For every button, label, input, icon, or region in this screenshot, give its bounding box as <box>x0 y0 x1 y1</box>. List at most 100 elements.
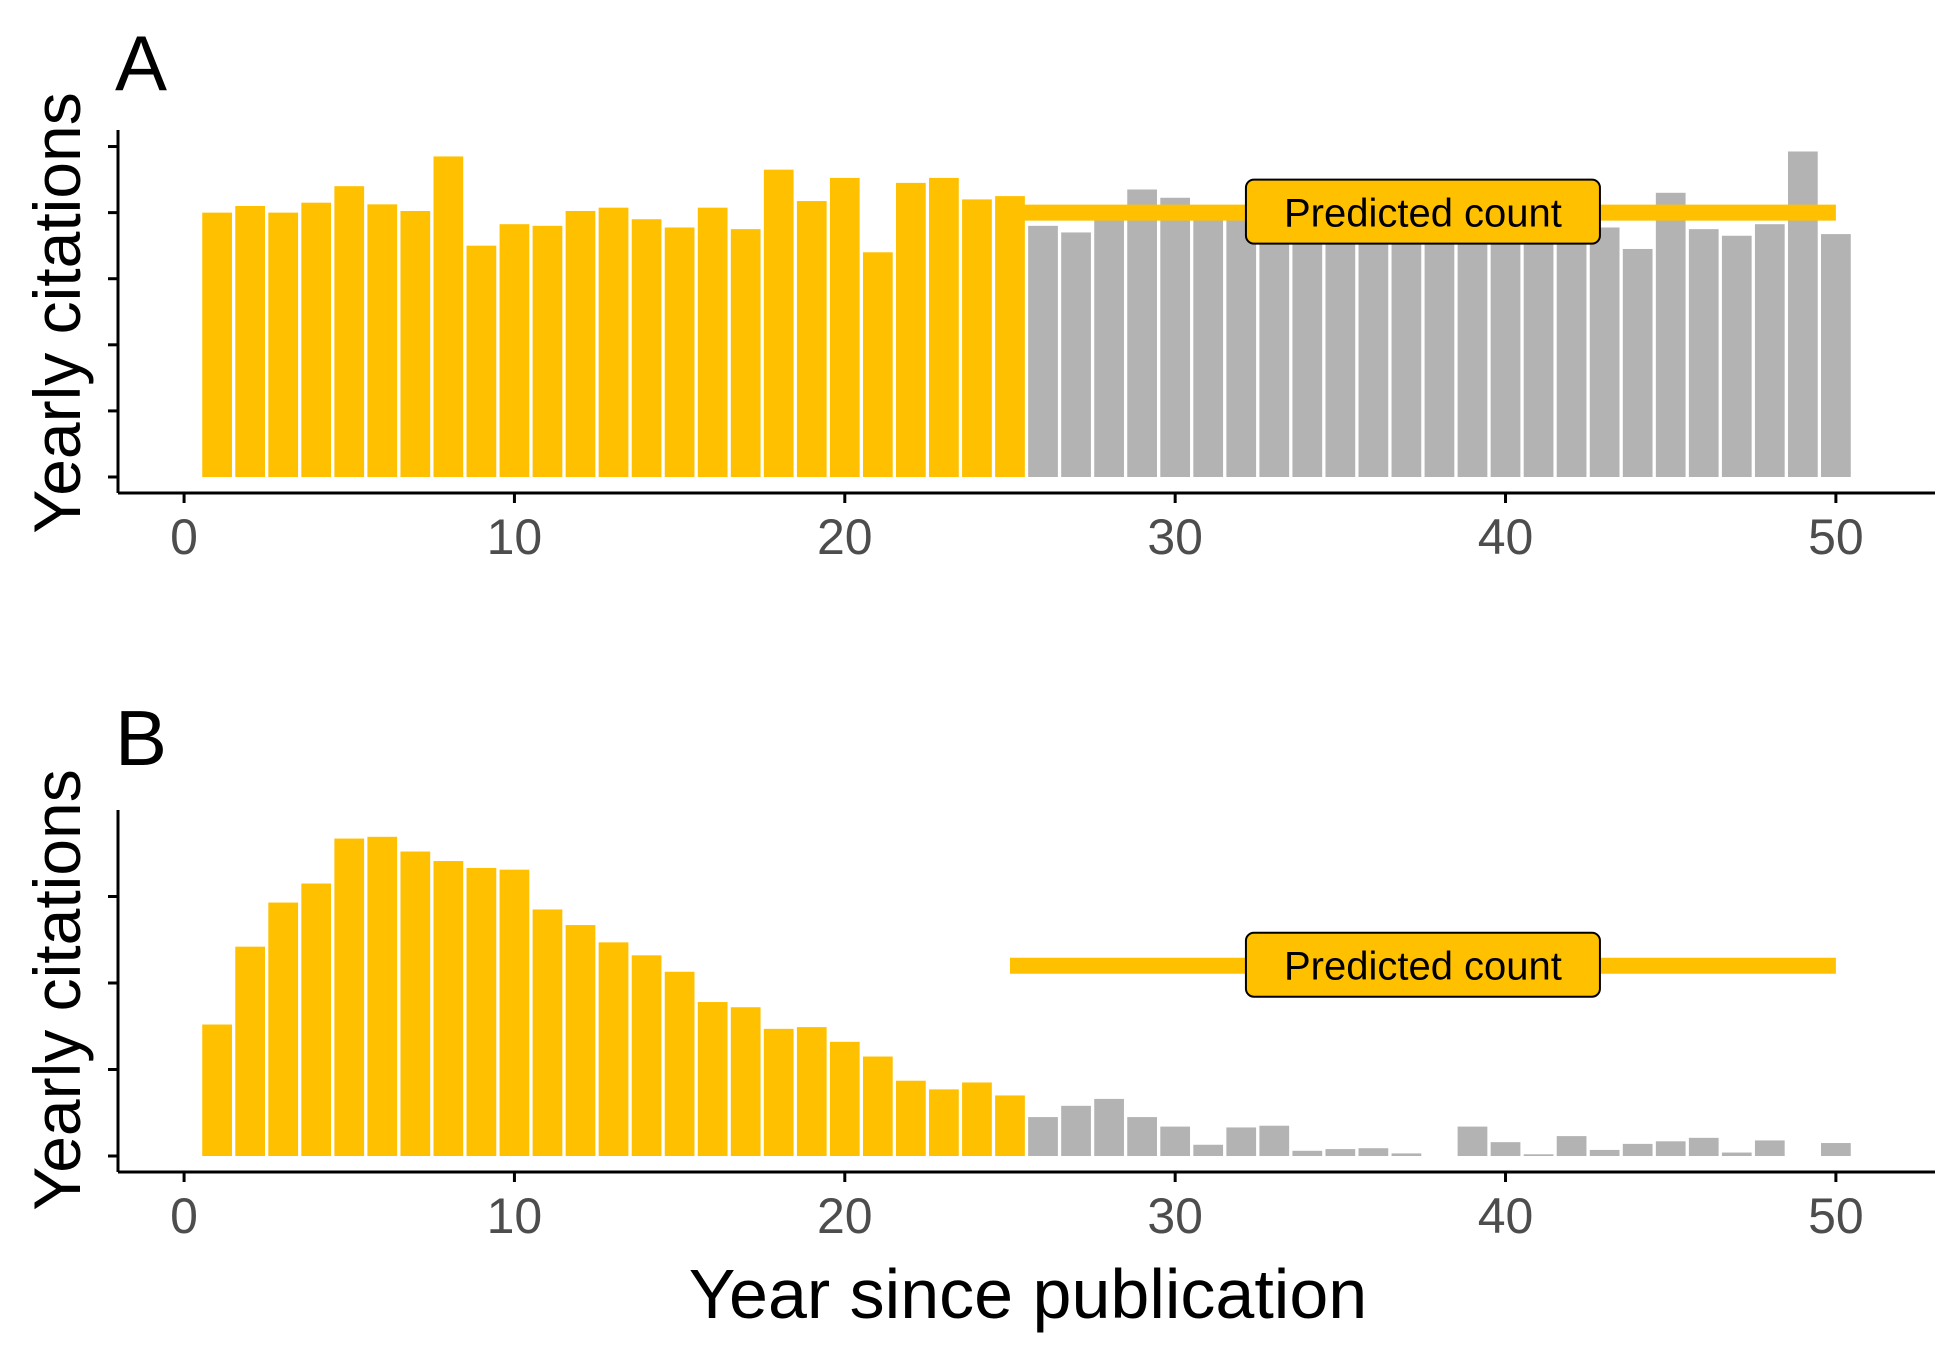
predicted-count-label-box-b <box>1244 931 1601 998</box>
bar-a-year-46 <box>1688 229 1719 477</box>
bar-a-year-13 <box>598 207 629 477</box>
x-tick-label-b-50: 50 <box>1808 1188 1864 1244</box>
bar-b-year-28 <box>1094 1098 1124 1156</box>
bar-b-year-3 <box>268 902 299 1156</box>
bar-a-year-41 <box>1523 225 1554 477</box>
bar-a-year-5 <box>334 186 365 477</box>
x-tick-label-a-10: 10 <box>487 509 543 565</box>
x-tick-label-a-0: 0 <box>170 509 198 565</box>
bar-b-year-19 <box>796 1027 827 1156</box>
bar-b-year-4 <box>301 883 332 1156</box>
bar-b-year-11 <box>532 909 563 1156</box>
bar-b-year-20 <box>829 1041 860 1156</box>
panel-label-b: B <box>115 694 167 782</box>
bar-a-year-48 <box>1754 224 1785 477</box>
bar-a-year-49 <box>1787 151 1818 478</box>
bar-a-year-30 <box>1160 197 1191 477</box>
bar-b-year-17 <box>730 1007 761 1156</box>
bar-a-year-1 <box>202 212 232 477</box>
bar-b-year-33 <box>1259 1125 1290 1156</box>
bar-a-year-25 <box>995 196 1025 477</box>
x-tick-label-a-50: 50 <box>1808 509 1864 565</box>
bar-b-year-13 <box>598 942 629 1156</box>
bar-b-year-30 <box>1160 1126 1191 1156</box>
bar-a-year-12 <box>565 210 596 477</box>
bar-b-year-47 <box>1721 1152 1752 1156</box>
bar-a-year-44 <box>1622 248 1653 477</box>
bar-a-year-50 <box>1821 234 1851 477</box>
bar-b-year-12 <box>565 925 596 1156</box>
bar-b-year-34 <box>1292 1150 1323 1156</box>
bar-a-year-28 <box>1094 215 1124 478</box>
bar-b-year-32 <box>1226 1127 1257 1156</box>
bar-b-year-44 <box>1622 1143 1653 1156</box>
bar-a-year-45 <box>1655 192 1686 478</box>
bars-b <box>202 836 1851 1156</box>
bar-b-year-8 <box>433 861 464 1156</box>
axes-a: 0 10 20 30 40 50 <box>108 130 1935 565</box>
bar-b-year-10 <box>499 869 530 1156</box>
bar-a-year-17 <box>730 229 761 477</box>
bar-a-year-33 <box>1259 225 1290 477</box>
bar-b-year-9 <box>466 867 497 1156</box>
bar-b-year-29 <box>1127 1117 1157 1156</box>
y-axis-label-a: Yearly citations <box>20 92 94 533</box>
bar-b-year-26 <box>1028 1117 1058 1156</box>
predicted-count-label-a: Predicted count <box>1284 192 1562 236</box>
bar-a-year-22 <box>896 182 926 477</box>
bar-a-year-32 <box>1226 219 1257 478</box>
bar-b-year-6 <box>367 836 398 1156</box>
axes-b: 0 10 20 30 40 50 <box>108 810 1935 1244</box>
x-tick-label-b-20: 20 <box>817 1188 873 1244</box>
bar-a-year-8 <box>433 156 464 477</box>
x-tick-label-a-20: 20 <box>817 509 873 565</box>
bar-a-year-9 <box>466 245 497 477</box>
bar-b-year-46 <box>1688 1137 1719 1156</box>
bar-a-year-37 <box>1391 232 1422 477</box>
bar-a-year-18 <box>763 169 794 477</box>
bar-b-year-1 <box>202 1024 232 1156</box>
y-axis-label-b: Yearly citations <box>20 769 94 1210</box>
bar-b-year-23 <box>929 1089 959 1156</box>
predicted-count-label-box-a <box>1244 178 1601 245</box>
bar-b-year-2 <box>235 946 266 1156</box>
bar-b-year-37 <box>1391 1153 1422 1156</box>
bar-a-year-38 <box>1424 212 1455 477</box>
bar-a-year-16 <box>697 207 728 477</box>
bar-b-year-5 <box>334 838 365 1156</box>
bar-b-year-25 <box>995 1095 1025 1156</box>
bar-b-year-48 <box>1754 1140 1785 1156</box>
bar-a-year-3 <box>268 212 299 477</box>
predicted-count-label-b: Predicted count <box>1284 945 1562 989</box>
bar-b-year-31 <box>1193 1144 1224 1156</box>
x-tick-label-a-40: 40 <box>1478 509 1534 565</box>
bar-a-year-40 <box>1490 209 1521 477</box>
bar-a-year-4 <box>301 202 332 477</box>
bar-b-year-15 <box>664 971 695 1156</box>
bar-a-year-36 <box>1358 215 1389 478</box>
bar-a-year-23 <box>929 177 959 478</box>
bar-b-year-21 <box>862 1056 893 1156</box>
bar-b-year-41 <box>1523 1154 1554 1156</box>
x-tick-label-b-0: 0 <box>170 1188 198 1244</box>
bar-b-year-14 <box>631 955 662 1156</box>
bar-b-year-43 <box>1589 1149 1620 1156</box>
bar-a-year-29 <box>1127 189 1157 478</box>
bar-b-year-18 <box>763 1028 794 1156</box>
panel-label-a: A <box>115 19 167 107</box>
bar-b-year-7 <box>400 851 431 1156</box>
bar-a-year-24 <box>962 199 992 477</box>
predicted-count-a: Predicted count <box>1009 178 1836 245</box>
x-tick-label-b-10: 10 <box>487 1188 543 1244</box>
x-tick-label-b-30: 30 <box>1147 1188 1203 1244</box>
bar-b-year-36 <box>1358 1148 1389 1156</box>
bar-a-year-7 <box>400 210 431 477</box>
bar-a-year-39 <box>1457 219 1488 478</box>
bar-a-year-34 <box>1292 209 1323 477</box>
bar-a-year-42 <box>1556 202 1587 477</box>
bar-a-year-20 <box>829 177 860 478</box>
bar-b-year-22 <box>896 1080 926 1156</box>
bar-b-year-42 <box>1556 1136 1587 1156</box>
bar-a-year-14 <box>631 219 662 478</box>
